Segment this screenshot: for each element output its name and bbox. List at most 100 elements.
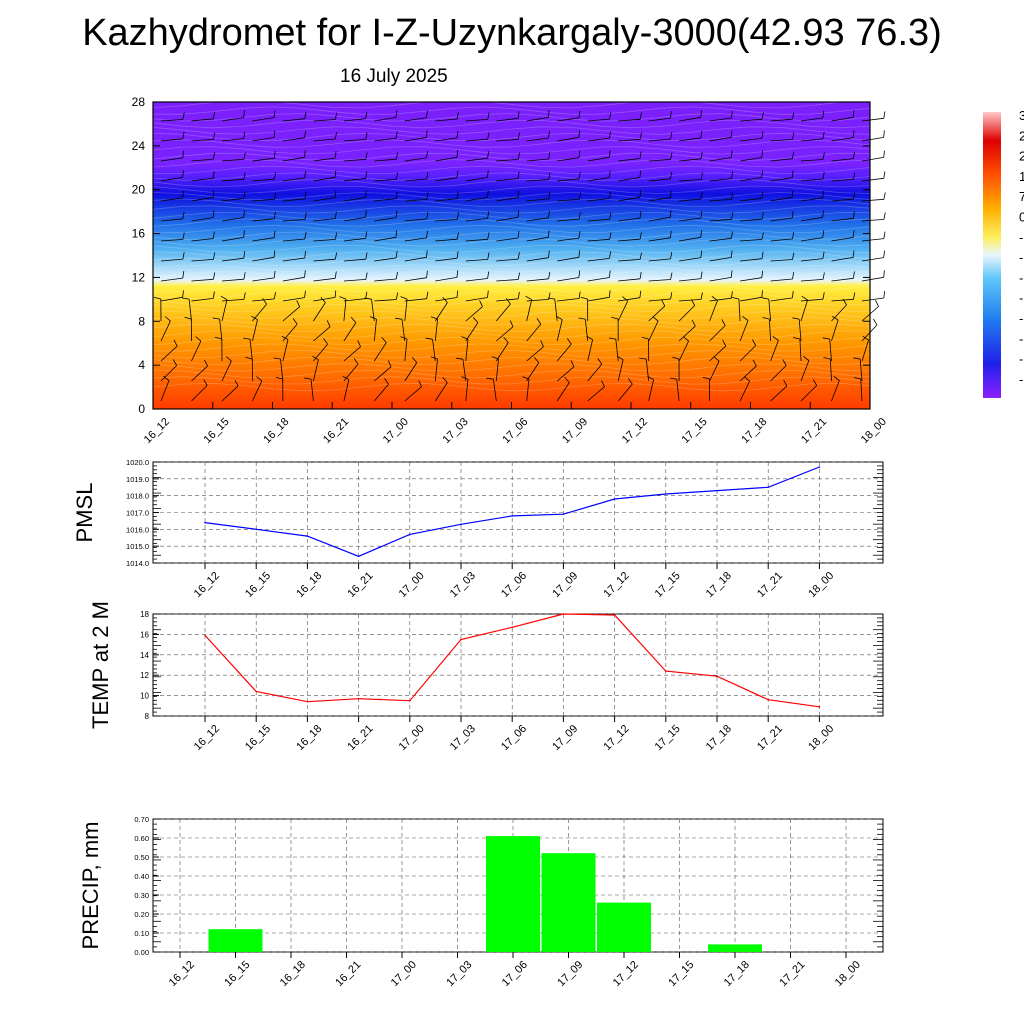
- wind-barb-feather: [517, 291, 520, 299]
- wind-barb: [709, 157, 732, 162]
- contour-line: [153, 106, 871, 115]
- wind-barb-feather: [751, 339, 757, 346]
- wind-barb-feather: [212, 291, 215, 299]
- wind-barb: [465, 306, 483, 322]
- wind-barb-feather: [700, 230, 702, 238]
- wind-barb: [160, 258, 183, 262]
- wind-barb: [496, 258, 519, 262]
- wind-barb: [374, 236, 397, 242]
- wind-barb-feather: [700, 192, 703, 200]
- wind-barb: [404, 339, 408, 362]
- wind-barb: [557, 237, 580, 242]
- wind-barb-feather: [639, 271, 642, 279]
- wind-barb: [526, 158, 549, 162]
- wind-barb-feather: [456, 170, 459, 178]
- wind-barb: [252, 256, 275, 262]
- wind-barb-feather: [273, 357, 281, 360]
- wind-barb-feather: [853, 192, 856, 200]
- wind-barb: [526, 362, 540, 382]
- wind-barb: [435, 277, 458, 282]
- wind-barb-feather: [661, 299, 666, 307]
- wind-barb: [679, 116, 701, 122]
- wind-barb: [800, 360, 810, 382]
- wind-barb: [252, 380, 263, 402]
- wind-barb: [313, 218, 336, 222]
- wind-barb-feather: [883, 231, 886, 239]
- wind-barb: [404, 178, 427, 182]
- wind-barb: [404, 299, 408, 322]
- pmsl-point: [818, 466, 821, 468]
- wind-barb-feather: [639, 252, 642, 260]
- wind-barb-feather: [395, 250, 398, 258]
- wind-barb-feather: [761, 131, 764, 139]
- wind-barb: [861, 276, 884, 282]
- wind-barb: [343, 177, 366, 182]
- wind-barb: [282, 339, 289, 362]
- wind-barb: [465, 322, 479, 342]
- wind-barb: [160, 176, 183, 182]
- contour-line: [152, 277, 871, 287]
- x-tick-label: 16_12: [167, 959, 197, 989]
- precip-bar: [708, 944, 762, 952]
- wind-barb: [221, 178, 244, 182]
- wind-barb: [373, 383, 389, 402]
- wind-barb: [770, 385, 788, 402]
- wind-barb: [221, 299, 244, 302]
- wind-barb: [160, 197, 183, 202]
- wind-barb-feather: [852, 130, 855, 138]
- wind-barb: [740, 296, 762, 302]
- wind-barb: [435, 156, 458, 162]
- wind-barb: [740, 277, 762, 282]
- wind-barb: [770, 139, 793, 142]
- wind-barb-feather: [214, 336, 222, 340]
- wind-barb: [709, 237, 732, 242]
- x-tick-label: 16_21: [345, 570, 375, 600]
- wind-barb-feather: [456, 191, 459, 199]
- wind-barb: [221, 138, 244, 142]
- wind-barb-feather: [792, 112, 795, 120]
- y-tick-label: 1018.0: [126, 492, 149, 501]
- y-tick-label: 16: [140, 630, 149, 639]
- wind-barb-feather: [670, 292, 673, 300]
- wind-barbs: [153, 110, 886, 402]
- pmsl-point: [357, 555, 360, 558]
- wind-barb-feather: [772, 335, 779, 341]
- wind-barb: [709, 257, 732, 262]
- precip-panel: 0.00 0.10 0.20 0.30 0.40 0.50 0.60 0.70 16_12 16_…: [78, 815, 884, 989]
- colorbar-label: -: [1019, 352, 1023, 367]
- wind-barb: [557, 298, 580, 302]
- temp-point: [409, 699, 411, 702]
- wind-barb-feather: [334, 132, 337, 140]
- wind-barb: [252, 303, 267, 322]
- wind-barb: [465, 177, 488, 182]
- wind-barb: [435, 219, 458, 222]
- wind-barb-feather: [334, 271, 337, 279]
- temp-point: [562, 613, 565, 615]
- x-tick-label: 17_03: [448, 723, 478, 753]
- wind-barb: [343, 217, 366, 222]
- wind-barb-feather: [791, 190, 794, 198]
- wind-barb-feather: [873, 318, 878, 326]
- wind-barb-feather: [731, 291, 733, 299]
- x-tick-label: 17_18: [722, 959, 752, 989]
- wind-barb: [800, 178, 824, 182]
- wind-barb: [861, 177, 884, 182]
- wind-barb: [648, 138, 671, 142]
- wind-barb-feather: [548, 172, 551, 180]
- wind-barb: [770, 259, 793, 262]
- wind-barb: [191, 118, 214, 122]
- precip-bar: [541, 853, 596, 952]
- wind-barb-feather: [639, 112, 642, 120]
- wind-barb-feather: [292, 318, 298, 325]
- wind-barb: [556, 319, 563, 342]
- wind-barb-feather: [639, 211, 642, 219]
- wind-barb-feather: [256, 376, 263, 382]
- wind-barb: [526, 257, 549, 262]
- x-tick-label: 17_06: [500, 416, 530, 446]
- wind-barb-feather: [822, 272, 825, 280]
- wind-barb: [800, 385, 817, 402]
- wind-barb: [374, 179, 397, 182]
- y-tick-label: 0.70: [134, 815, 149, 824]
- wind-barb: [648, 305, 666, 322]
- wind-barb: [557, 199, 580, 202]
